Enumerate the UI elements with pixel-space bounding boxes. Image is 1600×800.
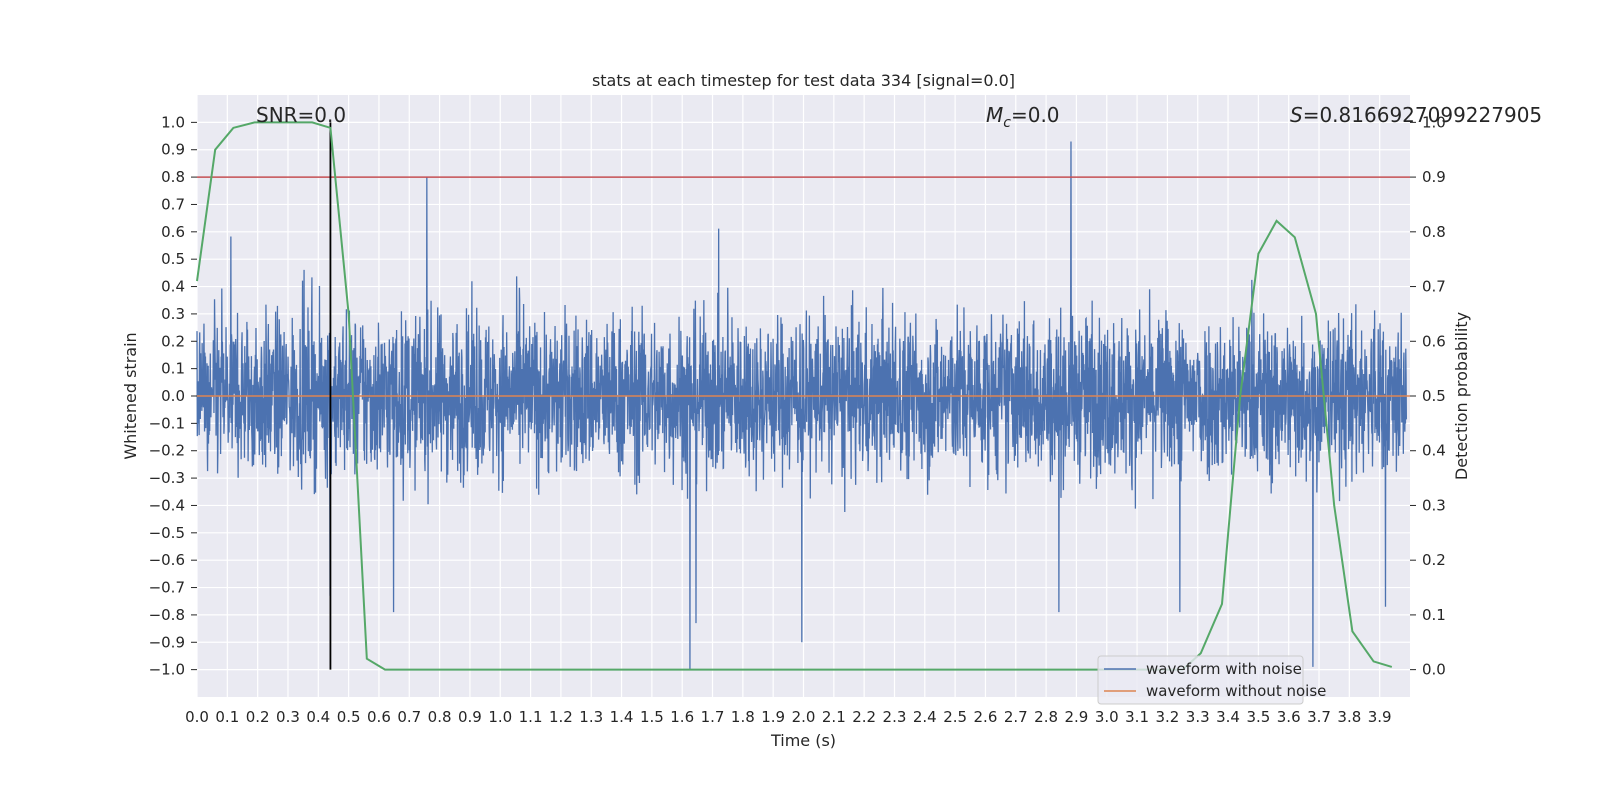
x-tick-label: 3.9 xyxy=(1368,708,1392,726)
y-tick-label: 1.0 xyxy=(161,113,185,131)
mc-value: =0.0 xyxy=(1011,103,1060,127)
s-value: =0.8166927099227905 xyxy=(1303,103,1542,127)
y-tick-label: −0.2 xyxy=(149,442,185,460)
y2-tick-label: 0.2 xyxy=(1422,551,1446,569)
y2-tick-label: 0.9 xyxy=(1422,168,1446,186)
x-tick-label: 2.4 xyxy=(913,708,937,726)
x-tick-label: 2.0 xyxy=(792,708,816,726)
x-tick-label: 2.6 xyxy=(974,708,998,726)
x-tick-label: 3.0 xyxy=(1095,708,1119,726)
y-tick-label: 0.9 xyxy=(161,141,185,159)
y-tick-label: −0.8 xyxy=(149,606,185,624)
y2-tick-labels: 1.0 0.9 0.8 0.7 0.6 0.5 0.4 0.3 0.2 0.1 0.0 xyxy=(1410,113,1446,679)
x-tick-label: 1.5 xyxy=(640,708,664,726)
x-tick-label: 1.7 xyxy=(701,708,725,726)
y2-tick-label: 0.8 xyxy=(1422,223,1446,241)
waveform-with-noise-series xyxy=(196,141,1408,670)
x-tick-label: 2.1 xyxy=(822,708,846,726)
x-tick-label: 2.7 xyxy=(1004,708,1028,726)
y-tick-label: −0.5 xyxy=(149,524,185,542)
y2-tick-label: 0.7 xyxy=(1422,278,1446,296)
y-tick-label: 0.0 xyxy=(161,387,185,405)
y2-tick-label: 0.1 xyxy=(1422,606,1446,624)
x-tick-label: 0.8 xyxy=(428,708,452,726)
overlays xyxy=(196,121,1410,671)
y-tick-label: 0.4 xyxy=(161,278,185,296)
chart-title: stats at each timestep for test data 334… xyxy=(592,71,1015,90)
y-tick-label: −0.1 xyxy=(149,414,185,432)
s-annotation: S=0.8166927099227905 xyxy=(1290,103,1542,127)
mc-symbol: M xyxy=(986,103,1003,127)
legend-label-clean: waveform without noise xyxy=(1146,682,1326,700)
x-tick-label: 2.3 xyxy=(883,708,907,726)
y2-tick-label: 0.3 xyxy=(1422,496,1446,514)
x-tick-label: 0.5 xyxy=(337,708,361,726)
x-tick-label: 3.3 xyxy=(1186,708,1210,726)
x-tick-label: 2.8 xyxy=(1034,708,1058,726)
x-tick-label: 0.0 xyxy=(185,708,209,726)
legend-label-noise: waveform with noise xyxy=(1146,660,1302,678)
x-tick-label: 0.2 xyxy=(246,708,270,726)
waveform-with-noise-line xyxy=(196,141,1408,670)
mc-annotation: Mc=0.0 xyxy=(986,103,1060,131)
snr-annotation: SNR=0.0 xyxy=(256,103,346,127)
mc-subscript: c xyxy=(1003,115,1011,131)
x-axis-label: Time (s) xyxy=(770,731,836,750)
x-tick-label: 1.9 xyxy=(761,708,785,726)
x-tick-label: 3.7 xyxy=(1307,708,1331,726)
y-tick-label: −0.4 xyxy=(149,496,185,514)
y-axis-label: Whitened strain xyxy=(121,332,140,459)
x-tick-label: 0.9 xyxy=(458,708,482,726)
x-tick-label: 1.3 xyxy=(579,708,603,726)
y2-tick-label: 0.5 xyxy=(1422,387,1446,405)
y-tick-label: 0.8 xyxy=(161,168,185,186)
x-tick-label: 3.4 xyxy=(1216,708,1240,726)
x-tick-label: 1.1 xyxy=(519,708,543,726)
x-tick-label: 3.6 xyxy=(1277,708,1301,726)
y-tick-label: 0.2 xyxy=(161,332,185,350)
x-tick-label: 1.4 xyxy=(610,708,634,726)
y-tick-label: −0.6 xyxy=(149,551,185,569)
x-tick-label: 0.6 xyxy=(367,708,391,726)
y2-tick-label: 0.6 xyxy=(1422,332,1446,350)
y-tick-labels: 1.0 0.9 0.8 0.7 0.6 0.5 0.4 0.3 0.2 0.1 0.0 −0.1 −0.… xyxy=(149,113,197,679)
y2-tick-label: 0.0 xyxy=(1422,661,1446,679)
x-tick-label: 0.3 xyxy=(276,708,300,726)
y2-tick-label: 0.4 xyxy=(1422,442,1446,460)
x-tick-label: 0.4 xyxy=(306,708,330,726)
x-tick-label: 1.8 xyxy=(731,708,755,726)
legend-box xyxy=(1097,655,1304,705)
x-tick-labels: 0.0 0.1 0.2 0.3 0.4 0.5 0.6 0.7 0.8 0.9 1.0 1.1 1.2 1… xyxy=(185,708,1392,726)
y-tick-label: 0.3 xyxy=(161,305,185,323)
y-tick-label: −0.9 xyxy=(149,633,185,651)
y-tick-label: −0.3 xyxy=(149,469,185,487)
y-tick-label: 0.7 xyxy=(161,195,185,213)
y-tick-label: −0.7 xyxy=(149,579,185,597)
x-tick-label: 2.2 xyxy=(852,708,876,726)
x-tick-label: 1.0 xyxy=(488,708,512,726)
x-tick-label: 3.1 xyxy=(1125,708,1149,726)
s-symbol: S xyxy=(1290,103,1303,127)
x-tick-label: 0.7 xyxy=(397,708,421,726)
y2-axis-label: Detection probability xyxy=(1452,312,1471,480)
x-tick-label: 3.2 xyxy=(1155,708,1179,726)
y-tick-label: 0.1 xyxy=(161,360,185,378)
x-tick-label: 1.6 xyxy=(670,708,694,726)
x-tick-label: 3.5 xyxy=(1246,708,1270,726)
x-tick-label: 0.1 xyxy=(215,708,239,726)
y2-tick-label: 1.0 xyxy=(1422,113,1446,131)
x-tick-label: 2.9 xyxy=(1064,708,1088,726)
y-tick-label: −1.0 xyxy=(149,661,185,679)
y-tick-label: 0.5 xyxy=(161,250,185,268)
x-tick-label: 3.8 xyxy=(1337,708,1361,726)
legend: waveform with noise waveform without noi… xyxy=(1097,655,1326,705)
x-tick-label: 1.2 xyxy=(549,708,573,726)
y-tick-label: 0.6 xyxy=(161,223,185,241)
x-tick-label: 2.5 xyxy=(943,708,967,726)
detection-probability-line xyxy=(196,121,1393,671)
